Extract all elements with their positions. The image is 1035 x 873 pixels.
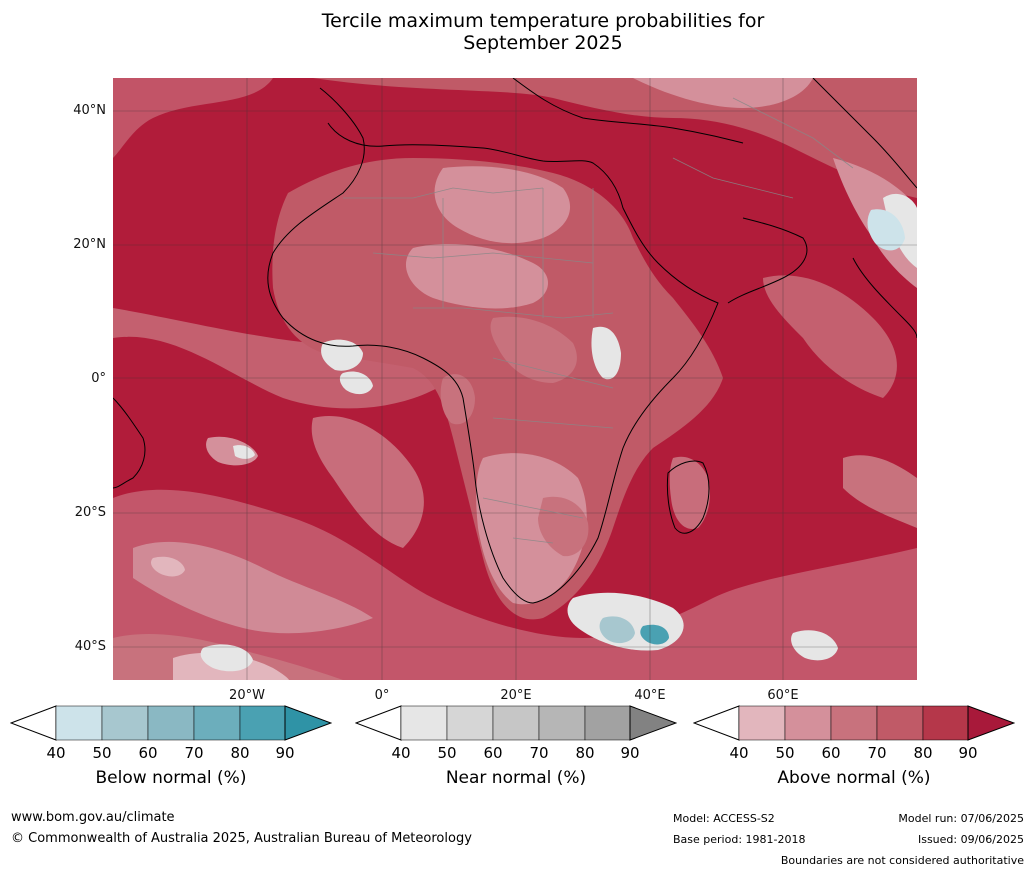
colorbar-near-svg — [355, 705, 677, 741]
colorbar-1-swatch-2 — [446, 705, 494, 741]
below-tick-70: 70 — [184, 744, 204, 762]
lon-label-0: 0° — [374, 688, 390, 703]
above-tick-90: 90 — [958, 744, 978, 762]
lon-label-60e: 60°E — [767, 688, 799, 703]
colorbar-0-swatch-2 — [101, 705, 149, 741]
colorbar-below-title: Below normal (%) — [95, 768, 247, 788]
colorbar-0-swatch-6 — [284, 705, 332, 741]
colorbar-0-swatch-5 — [239, 705, 286, 741]
lat-label-20s: 20°S — [74, 505, 106, 520]
title-line-2: September 2025 — [463, 32, 623, 54]
below-tick-40: 40 — [46, 744, 66, 762]
southern-ocean-patches — [151, 371, 838, 672]
colorbar-0-swatch-0 — [10, 705, 57, 741]
below-tick-80: 80 — [230, 744, 250, 762]
colorbar-2-swatch-0 — [693, 705, 740, 741]
colorbar-0-swatch-3 — [147, 705, 195, 741]
colorbar-below-normal — [10, 705, 332, 741]
lon-label-40e: 40°E — [634, 688, 666, 703]
colorbar-1-swatch-0 — [355, 705, 402, 741]
colorbar-1-swatch-3 — [492, 705, 540, 741]
footer-base-period: Base period: 1981-2018 — [673, 833, 806, 846]
colorbar-1-swatch-6 — [629, 705, 677, 741]
above-tick-40: 40 — [729, 744, 749, 762]
above-tick-70: 70 — [867, 744, 887, 762]
country-borders — [343, 97, 854, 544]
below-tick-50: 50 — [92, 744, 112, 762]
colorbar-0-swatch-4 — [193, 705, 241, 741]
above-tick-50: 50 — [775, 744, 795, 762]
graticule — [113, 78, 917, 680]
africa-region — [272, 158, 723, 620]
colorbar-near-normal — [355, 705, 677, 741]
map-title: Tercile maximum temperature probabilitie… — [0, 10, 1035, 54]
below-tick-60: 60 — [138, 744, 158, 762]
colorbar-2-swatch-4 — [876, 705, 924, 741]
footer-model-run: Model run: 07/06/2025 — [898, 812, 1024, 825]
colorbar-above-title: Above normal (%) — [777, 768, 931, 788]
colorbar-above-normal — [693, 705, 1015, 741]
colorbar-1-swatch-1 — [400, 705, 448, 741]
colorbar-2-swatch-3 — [830, 705, 878, 741]
lon-label-20e: 20°E — [500, 688, 532, 703]
lon-label-20w: 20°W — [229, 688, 265, 703]
colorbar-2-swatch-1 — [738, 705, 786, 741]
north-region — [313, 78, 917, 288]
colorbar-2-swatch-5 — [922, 705, 969, 741]
near-tick-90: 90 — [620, 744, 640, 762]
colorbar-above-svg — [693, 705, 1015, 741]
near-tick-70: 70 — [529, 744, 549, 762]
near-tick-50: 50 — [437, 744, 457, 762]
lat-label-40n: 40°N — [73, 103, 106, 118]
colorbar-1-swatch-5 — [584, 705, 631, 741]
footer-model: Model: ACCESS-S2 — [673, 812, 775, 825]
title-line-1: Tercile maximum temperature probabilitie… — [321, 10, 765, 32]
lat-label-0: 0° — [91, 371, 106, 386]
footer-copyright: © Commonwealth of Australia 2025, Austra… — [11, 831, 472, 846]
near-tick-80: 80 — [575, 744, 595, 762]
footer-url: www.bom.gov.au/climate — [11, 810, 175, 825]
lat-label-40s: 40°S — [74, 639, 106, 654]
probability-map — [113, 78, 917, 680]
below-tick-90: 90 — [275, 744, 295, 762]
near-tick-40: 40 — [391, 744, 411, 762]
colorbar-0-swatch-1 — [55, 705, 103, 741]
colorbar-1-swatch-4 — [538, 705, 586, 741]
colorbar-2-swatch-2 — [784, 705, 832, 741]
footer-issued: Issued: 09/06/2025 — [917, 833, 1024, 846]
near-tick-60: 60 — [483, 744, 503, 762]
footer-disclaimer: Boundaries are not considered authoritat… — [780, 854, 1024, 867]
map-canvas — [113, 78, 917, 680]
colorbar-below-svg — [10, 705, 332, 741]
lat-label-20n: 20°N — [73, 237, 106, 252]
above-tick-80: 80 — [913, 744, 933, 762]
colorbar-2-swatch-6 — [967, 705, 1015, 741]
colorbar-near-title: Near normal (%) — [445, 768, 587, 788]
above-tick-60: 60 — [821, 744, 841, 762]
coastlines — [113, 78, 917, 604]
